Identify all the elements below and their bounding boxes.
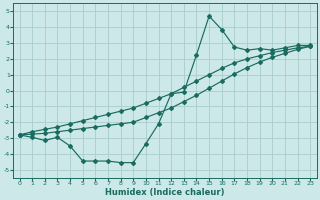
X-axis label: Humidex (Indice chaleur): Humidex (Indice chaleur) — [105, 188, 225, 197]
